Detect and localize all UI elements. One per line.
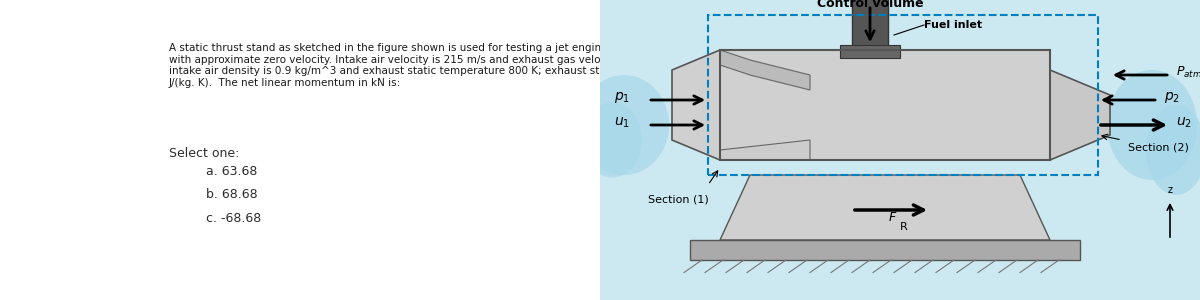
- Text: a. 63.68: a. 63.68: [206, 165, 257, 178]
- Text: $p_1$: $p_1$: [614, 90, 630, 105]
- Text: $u_1$: $u_1$: [614, 115, 630, 130]
- Ellipse shape: [582, 103, 642, 178]
- Polygon shape: [720, 50, 810, 90]
- Bar: [720, 50, 1050, 160]
- Text: $p_2$: $p_2$: [1164, 90, 1180, 105]
- Ellipse shape: [1146, 105, 1200, 195]
- Polygon shape: [720, 175, 1050, 240]
- Bar: [720, 50, 1050, 160]
- Bar: [708, 15, 1098, 175]
- Text: A static thrust stand as sketched in the figure shown is used for testing a jet : A static thrust stand as sketched in the…: [168, 43, 1111, 88]
- Bar: [690, 240, 1080, 260]
- Bar: [720, 50, 1050, 160]
- Text: Section (1): Section (1): [648, 195, 708, 205]
- Bar: [852, 0, 888, 50]
- Polygon shape: [720, 140, 810, 160]
- Text: Control volume: Control volume: [817, 0, 923, 10]
- Bar: [840, 45, 900, 58]
- Text: $F$: $F$: [888, 211, 898, 224]
- Text: b. 68.68: b. 68.68: [206, 188, 258, 202]
- Text: $u_2$: $u_2$: [1176, 115, 1192, 130]
- Text: z: z: [1168, 185, 1172, 195]
- Ellipse shape: [580, 75, 670, 175]
- Text: $P_{atm}$: $P_{atm}$: [1176, 65, 1200, 80]
- Text: Section (2): Section (2): [1128, 142, 1189, 152]
- Text: c. -68.68: c. -68.68: [206, 212, 262, 225]
- Text: R: R: [900, 223, 907, 232]
- Text: Fuel inlet: Fuel inlet: [924, 20, 982, 30]
- Text: Select one:: Select one:: [168, 147, 239, 160]
- Polygon shape: [672, 50, 720, 160]
- Polygon shape: [1050, 70, 1110, 160]
- Ellipse shape: [1108, 70, 1198, 180]
